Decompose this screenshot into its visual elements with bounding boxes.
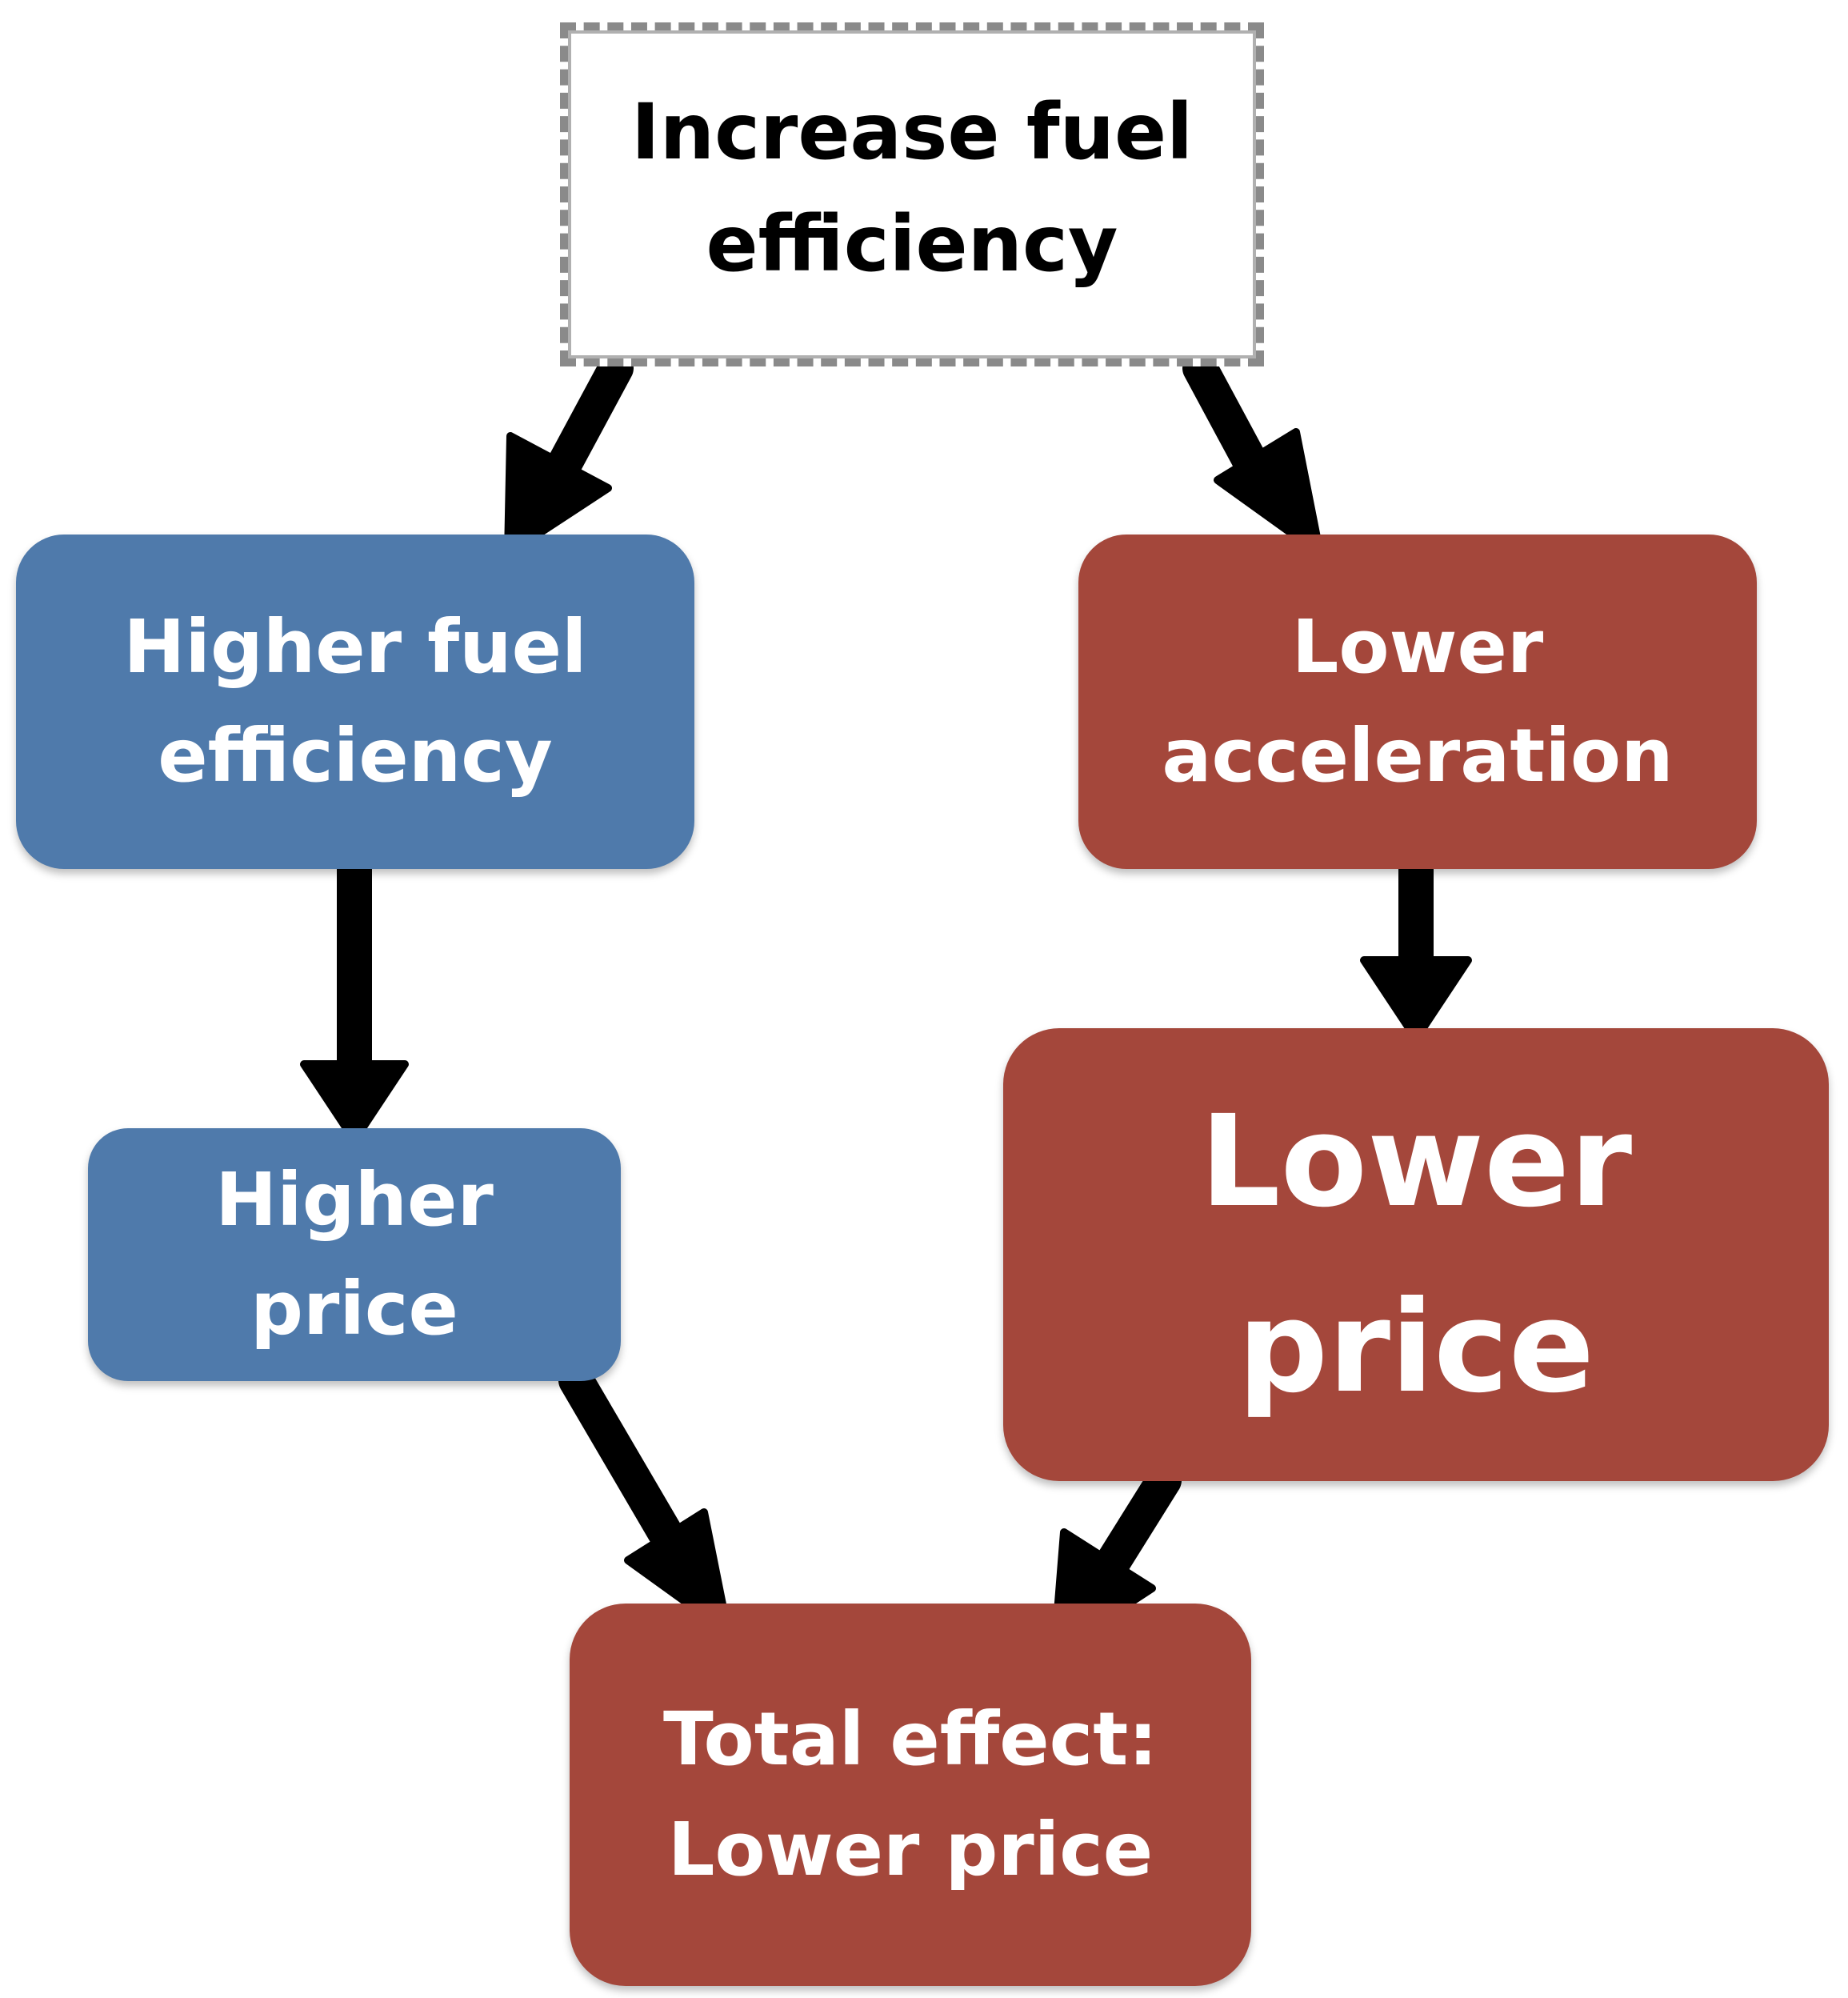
node-lower-price: Lower price xyxy=(1003,1028,1829,1481)
node-label-line: Lower xyxy=(1291,604,1544,690)
arrow-increase-to-higher-fuel-efficiency xyxy=(504,350,634,558)
node-label-line: price xyxy=(1238,1274,1594,1421)
node-label-line: Total effect: xyxy=(663,1696,1158,1782)
node-higher-price: Higher price xyxy=(88,1128,621,1381)
node-label-line: Increase fuel xyxy=(631,87,1193,177)
node-total-effect: Total effect: Lower price xyxy=(570,1604,1251,1986)
arrow-increase-to-lower-acceleration xyxy=(1182,350,1324,558)
node-label-line: Lower xyxy=(1199,1088,1633,1235)
node-increase-fuel-efficiency: Increase fuel efficiency xyxy=(560,22,1264,366)
arrow-lower-acceleration-to-lower-price xyxy=(1360,851,1472,1043)
node-label-line: efficiency xyxy=(158,713,553,799)
node-label-line: efficiency xyxy=(706,199,1118,289)
node-label-line: price xyxy=(250,1266,458,1351)
node-label-line: Higher xyxy=(215,1157,494,1243)
node-lower-acceleration: Lower acceleration xyxy=(1078,535,1757,869)
arrow-higher-fuel-efficiency-to-higher-price xyxy=(300,851,409,1144)
node-label-line: acceleration xyxy=(1162,713,1674,799)
node-label-line: Lower price xyxy=(667,1807,1154,1892)
node-higher-fuel-efficiency: Higher fuel efficiency xyxy=(16,535,694,869)
node-label-line: Higher fuel xyxy=(123,604,587,690)
arrow-higher-price-to-total-effect xyxy=(558,1363,732,1636)
